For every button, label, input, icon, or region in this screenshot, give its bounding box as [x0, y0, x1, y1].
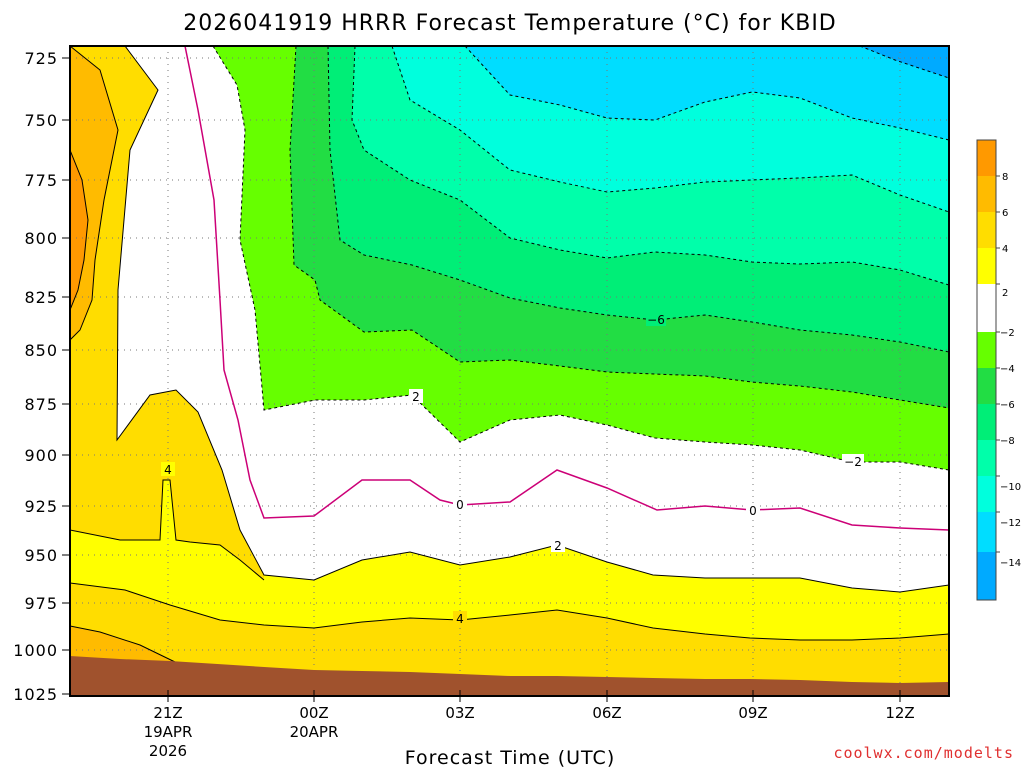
band-minus-16-to-minus-14	[860, 46, 949, 78]
colorbar-label-minus10: −10	[1000, 482, 1021, 493]
x-tick-00z: 00Z	[299, 704, 328, 722]
x-tick-21z-date: 19APR	[144, 723, 193, 741]
chart-title: 2026041919 HRRR Forecast Temperature (°C…	[183, 11, 837, 36]
isotherm-minus-14	[859, 46, 949, 79]
y-tick-775: 775	[24, 171, 58, 190]
x-tick-00z-date: 20APR	[290, 723, 339, 741]
x-tick-21z-year: 2026	[149, 742, 187, 760]
colorbar-band-minus2-to-2	[977, 284, 996, 332]
colorbar-band-2-to-4	[977, 248, 996, 284]
isotherm-plus-2-left	[116, 46, 949, 593]
grid	[70, 46, 949, 696]
colorbar-band-minus4-to-minus2	[977, 332, 996, 368]
isotherm-plus-8	[70, 149, 89, 311]
x-tick-06z: 06Z	[592, 704, 621, 722]
contour-label-minus2-b: −2	[844, 455, 862, 469]
colorbar-band-minus16-to-minus14	[977, 552, 996, 600]
colorbar-label-minus8: −8	[1000, 436, 1015, 447]
isotherm-plus-4-lower	[70, 582, 949, 641]
x-axis	[167, 690, 901, 702]
isotherm-minus-6	[327, 46, 949, 353]
y-tick-1000: 1000	[13, 641, 58, 660]
freezing-line	[184, 46, 949, 531]
x-tick-09z: 09Z	[738, 704, 767, 722]
contour-label-minus2-a: 2	[412, 390, 420, 404]
colorbar-label-8: 8	[1002, 172, 1008, 183]
colorbar-label-minus6: −6	[1000, 400, 1015, 411]
colorbar-band-minus8-to-minus6	[977, 404, 996, 440]
band-minus-14-to-minus-12	[465, 46, 949, 140]
credit-text: coolwx.com/modelts	[833, 744, 1014, 762]
colorbar-band-minus10-to-minus8	[977, 440, 996, 476]
y-tick-labels: 725 750 775 800 825 850 875 900 925 950 …	[13, 49, 58, 704]
colorbar-frame	[976, 139, 997, 601]
y-tick-825: 825	[24, 288, 58, 307]
x-tick-03z: 03Z	[445, 704, 474, 722]
colorbar-label-6: 6	[1002, 208, 1008, 219]
y-tick-1025: 1025	[13, 685, 58, 704]
contour-label-plus4-a: 4	[164, 463, 172, 477]
x-tick-labels: 21Z 19APR 2026 00Z 20APR 03Z 06Z 09Z 12Z	[144, 704, 915, 760]
y-tick-925: 925	[24, 497, 58, 516]
colorbar-ticks	[996, 175, 1000, 553]
colorbar-label-minus12: −12	[1000, 518, 1021, 529]
colorbar-label-minus14: −14	[1000, 558, 1021, 569]
colorbar-band-minus12-to-minus10	[977, 476, 996, 512]
isotherm-plus-6-upper	[70, 46, 119, 341]
y-tick-725: 725	[24, 49, 58, 68]
y-tick-975: 975	[24, 594, 58, 613]
isotherm-minus-2	[212, 46, 949, 471]
contour-label-zero-a: 0	[456, 498, 464, 512]
y-axis	[62, 57, 70, 695]
colorbar-label-4: 4	[1002, 244, 1008, 255]
colorbar-band-4-to-6	[977, 212, 996, 248]
contour-label-minus6: −6	[647, 313, 665, 327]
y-tick-950: 950	[24, 546, 58, 565]
y-tick-750: 750	[24, 111, 58, 130]
x-axis-label: Forecast Time (UTC)	[405, 747, 615, 768]
y-tick-800: 800	[24, 229, 58, 248]
contour-lines-dashed	[212, 46, 949, 471]
colorbar-band-minus14-to-minus12	[977, 512, 996, 552]
colorbar: 8 6 4 2 −2 −4 −6 −8 −10 −12 −14	[976, 139, 1021, 601]
colorbar-band-6-to-8	[977, 176, 996, 212]
terrain	[70, 656, 949, 696]
contour-labels: 4 2 0 0 2 4 −6 −2	[161, 312, 864, 626]
isotherm-minus-10	[391, 46, 949, 213]
colorbar-label-2: 2	[1002, 288, 1008, 299]
band-plus-4-to-6-lower	[70, 583, 949, 696]
contour-label-zero-b: 0	[749, 504, 757, 518]
plot-area: 4 2 0 0 2 4 −6 −2	[70, 46, 949, 696]
isotherm-plus-4-upper	[70, 479, 265, 581]
contour-label-plus2: 2	[554, 539, 562, 553]
y-tick-875: 875	[24, 395, 58, 414]
y-tick-900: 900	[24, 446, 58, 465]
colorbar-band-minus6-to-minus4	[977, 368, 996, 404]
colorbar-label-minus4: −4	[1000, 364, 1015, 375]
x-tick-12z: 12Z	[885, 704, 914, 722]
x-tick-21z: 21Z	[153, 704, 182, 722]
y-tick-850: 850	[24, 341, 58, 360]
plot-frame	[69, 45, 950, 697]
colorbar-band-8-to-10	[977, 140, 996, 176]
isotherm-minus-4	[289, 46, 949, 409]
contour-label-plus4-b: 4	[456, 612, 464, 626]
colorbar-label-minus2: −2	[1000, 328, 1015, 339]
contour-lines	[70, 46, 949, 677]
